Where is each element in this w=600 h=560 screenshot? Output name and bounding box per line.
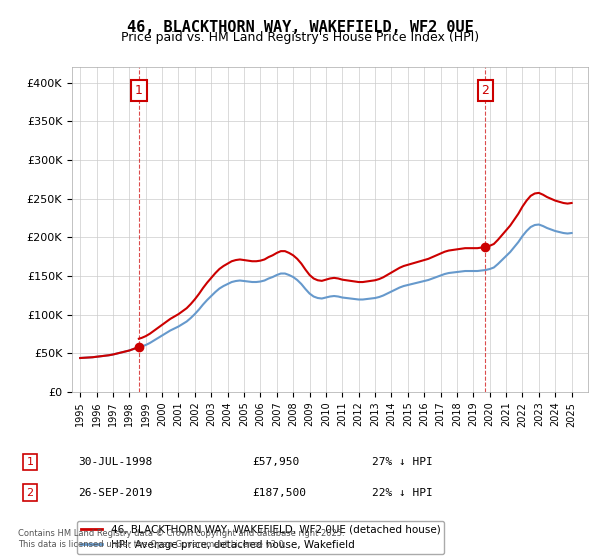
Text: Price paid vs. HM Land Registry's House Price Index (HPI): Price paid vs. HM Land Registry's House … bbox=[121, 31, 479, 44]
Text: £187,500: £187,500 bbox=[252, 488, 306, 498]
Text: 27% ↓ HPI: 27% ↓ HPI bbox=[372, 457, 433, 467]
Text: 26-SEP-2019: 26-SEP-2019 bbox=[78, 488, 152, 498]
Text: 2: 2 bbox=[26, 488, 34, 498]
Text: 1: 1 bbox=[26, 457, 34, 467]
Legend: 46, BLACKTHORN WAY, WAKEFIELD, WF2 0UE (detached house), HPI: Average price, det: 46, BLACKTHORN WAY, WAKEFIELD, WF2 0UE (… bbox=[77, 521, 445, 554]
Text: 30-JUL-1998: 30-JUL-1998 bbox=[78, 457, 152, 467]
Text: 1: 1 bbox=[135, 84, 143, 97]
Text: 22% ↓ HPI: 22% ↓ HPI bbox=[372, 488, 433, 498]
Text: 2: 2 bbox=[482, 84, 490, 97]
Text: Contains HM Land Registry data © Crown copyright and database right 2025.
This d: Contains HM Land Registry data © Crown c… bbox=[18, 529, 344, 549]
Text: 46, BLACKTHORN WAY, WAKEFIELD, WF2 0UE: 46, BLACKTHORN WAY, WAKEFIELD, WF2 0UE bbox=[127, 20, 473, 35]
Text: £57,950: £57,950 bbox=[252, 457, 299, 467]
